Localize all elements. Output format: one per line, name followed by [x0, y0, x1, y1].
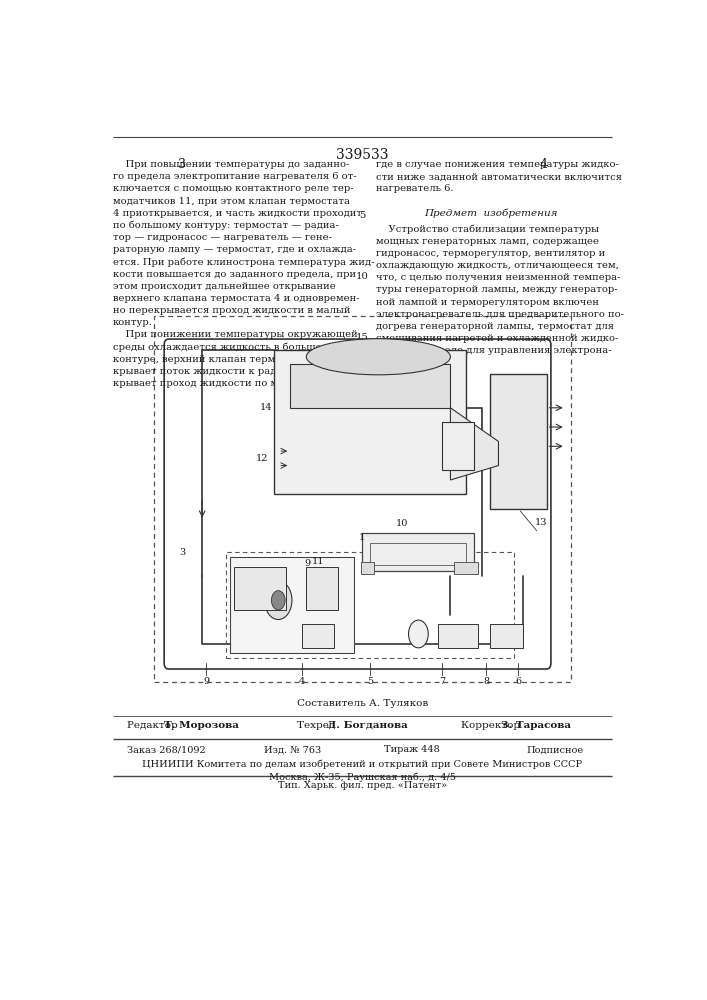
Text: 2: 2: [245, 586, 252, 595]
Circle shape: [271, 591, 285, 610]
Text: 10: 10: [356, 272, 369, 281]
Text: Москва, Ж-35, Раушская наб., д. 4/5: Москва, Ж-35, Раушская наб., д. 4/5: [269, 772, 456, 782]
Text: 12: 12: [255, 454, 268, 463]
Text: догрева генераторной лампы, термостат для: догрева генераторной лампы, термостат дл…: [376, 322, 614, 331]
Text: смешивания нагретой и охлажденной жидко-: смешивания нагретой и охлажденной жидко-: [376, 334, 619, 343]
Bar: [274, 350, 467, 494]
Text: кости повышается до заданного предела, при: кости повышается до заданного предела, п…: [113, 270, 356, 279]
Text: Предмет  изобретения: Предмет изобретения: [424, 209, 558, 218]
Text: 1: 1: [359, 533, 366, 542]
Text: 9: 9: [203, 677, 209, 686]
Text: Редактор: Редактор: [127, 721, 181, 730]
Text: го предела электропитание нагревателя 6 от-: го предела электропитание нагревателя 6 …: [113, 172, 356, 181]
Text: что, с целью получения неизменной темпера-: что, с целью получения неизменной темпер…: [376, 273, 621, 282]
Bar: [361, 562, 374, 574]
Text: При понижении температуры окружающей: При понижении температуры окружающей: [113, 330, 358, 339]
Text: 13: 13: [534, 518, 547, 527]
Text: охлаждающую жидкость, отличающееся тем,: охлаждающую жидкость, отличающееся тем,: [376, 261, 619, 270]
Bar: [491, 374, 547, 509]
Text: 4 приоткрывается, и часть жидкости проходит: 4 приоткрывается, и часть жидкости прохо…: [113, 209, 362, 218]
Bar: [443, 422, 474, 470]
Bar: [370, 543, 467, 565]
Text: по большому контуру: термостат — радиа-: по большому контуру: термостат — радиа-: [113, 221, 339, 230]
Text: электронагреватель для предварительного по-: электронагреватель для предварительного …: [376, 310, 624, 319]
Circle shape: [409, 620, 428, 648]
Text: При повышении температуры до заданно-: При повышении температуры до заданно-: [113, 160, 349, 169]
Text: мощных генераторных ламп, содержащее: мощных генераторных ламп, содержащее: [376, 237, 599, 246]
Text: ной лампой и терморегулятором включен: ной лампой и терморегулятором включен: [376, 298, 599, 307]
Text: Подписное: Подписное: [527, 745, 584, 754]
Text: верхнего клапана термостата 4 и одновремен-: верхнего клапана термостата 4 и одноврем…: [113, 294, 360, 303]
Text: 14: 14: [260, 403, 273, 412]
Text: Корректор: Корректор: [461, 721, 523, 730]
Text: раторную лампу — термостат, где и охлажда-: раторную лампу — термостат, где и охлажд…: [113, 245, 356, 254]
Bar: [363, 533, 474, 571]
Bar: [291, 364, 450, 408]
Text: Техред: Техред: [297, 721, 338, 730]
Text: Заказ 268/1092: Заказ 268/1092: [127, 745, 206, 754]
Text: ключается с помощью контактного реле тер-: ключается с помощью контактного реле тер…: [113, 184, 354, 193]
Polygon shape: [450, 408, 498, 480]
Text: 339533: 339533: [336, 148, 389, 162]
Text: 4: 4: [539, 158, 547, 172]
Bar: [230, 557, 354, 653]
Text: 5: 5: [367, 677, 373, 686]
Text: Устройство стабилизации температуры: Устройство стабилизации температуры: [376, 225, 599, 234]
Text: Тип. Харьк. фил. пред. «Патент»: Тип. Харьк. фил. пред. «Патент»: [278, 781, 447, 790]
Ellipse shape: [306, 339, 450, 375]
Text: Составитель А. Туляков: Составитель А. Туляков: [297, 699, 428, 708]
Text: ется. При работе клинострона температура жид-: ется. При работе клинострона температура…: [113, 257, 375, 267]
Bar: [303, 624, 334, 648]
Text: гревателем.: гревателем.: [376, 358, 440, 367]
Text: Л. Богданова: Л. Богданова: [327, 721, 407, 730]
Bar: [455, 562, 479, 574]
Text: Т. Морозова: Т. Морозова: [164, 721, 239, 730]
Text: 6: 6: [515, 677, 522, 686]
Text: этом происходит дальнейшее открывание: этом происходит дальнейшее открывание: [113, 282, 336, 291]
Text: туры генераторной лампы, между генератор-: туры генераторной лампы, между генератор…: [376, 285, 618, 294]
Text: 10: 10: [396, 519, 409, 528]
Text: 11: 11: [312, 557, 325, 566]
Text: где в случае понижения температуры жидко-: где в случае понижения температуры жидко…: [376, 160, 619, 169]
Text: 3: 3: [179, 548, 185, 557]
Circle shape: [264, 581, 292, 620]
Text: крывает поток жидкости к радиатору 12 и от-: крывает поток жидкости к радиатору 12 и …: [113, 367, 357, 376]
Text: ЦНИИПИ Комитета по делам изобретений и открытий при Совете Министров СССР: ЦНИИПИ Комитета по делам изобретений и о…: [142, 759, 583, 769]
Text: гидронасос, терморегулятор, вентилятор и: гидронасос, терморегулятор, вентилятор и: [376, 249, 605, 258]
Text: контуре, верхний клапан термостата 4 приот-: контуре, верхний клапан термостата 4 при…: [113, 355, 358, 364]
Text: крывает проход жидкости по малому контуру,: крывает проход жидкости по малому контур…: [113, 379, 359, 388]
Bar: [226, 552, 515, 658]
Bar: [234, 567, 286, 610]
Text: Тираж 448: Тираж 448: [385, 745, 440, 754]
Text: 15: 15: [356, 333, 369, 342]
Text: контур.: контур.: [113, 318, 153, 327]
Text: 7: 7: [439, 677, 445, 686]
Text: но перекрывается проход жидкости в малый: но перекрывается проход жидкости в малый: [113, 306, 351, 315]
Text: З. Тарасова: З. Тарасова: [501, 721, 571, 730]
Text: 3: 3: [177, 158, 185, 172]
Text: модатчиков 11, при этом клапан термостата: модатчиков 11, при этом клапан термостат…: [113, 197, 350, 206]
Text: 9: 9: [305, 559, 311, 568]
Text: 8: 8: [484, 677, 489, 686]
Text: тор — гидронасос — нагреватель — гене-: тор — гидронасос — нагреватель — гене-: [113, 233, 332, 242]
Text: 4: 4: [299, 677, 305, 686]
Text: среды охлаждается жидкость в большом: среды охлаждается жидкость в большом: [113, 343, 329, 352]
Text: нагреватель 6.: нагреватель 6.: [376, 184, 453, 193]
Bar: [306, 567, 339, 610]
Text: сти ниже заданной автоматически включится: сти ниже заданной автоматически включитс…: [376, 172, 622, 181]
Text: 5: 5: [359, 211, 366, 220]
Text: Изд. № 763: Изд. № 763: [264, 745, 321, 754]
Bar: [491, 624, 522, 648]
Text: сти и термореле для управления электрона-: сти и термореле для управления электрона…: [376, 346, 612, 355]
Bar: [154, 316, 571, 682]
Bar: [438, 624, 479, 648]
